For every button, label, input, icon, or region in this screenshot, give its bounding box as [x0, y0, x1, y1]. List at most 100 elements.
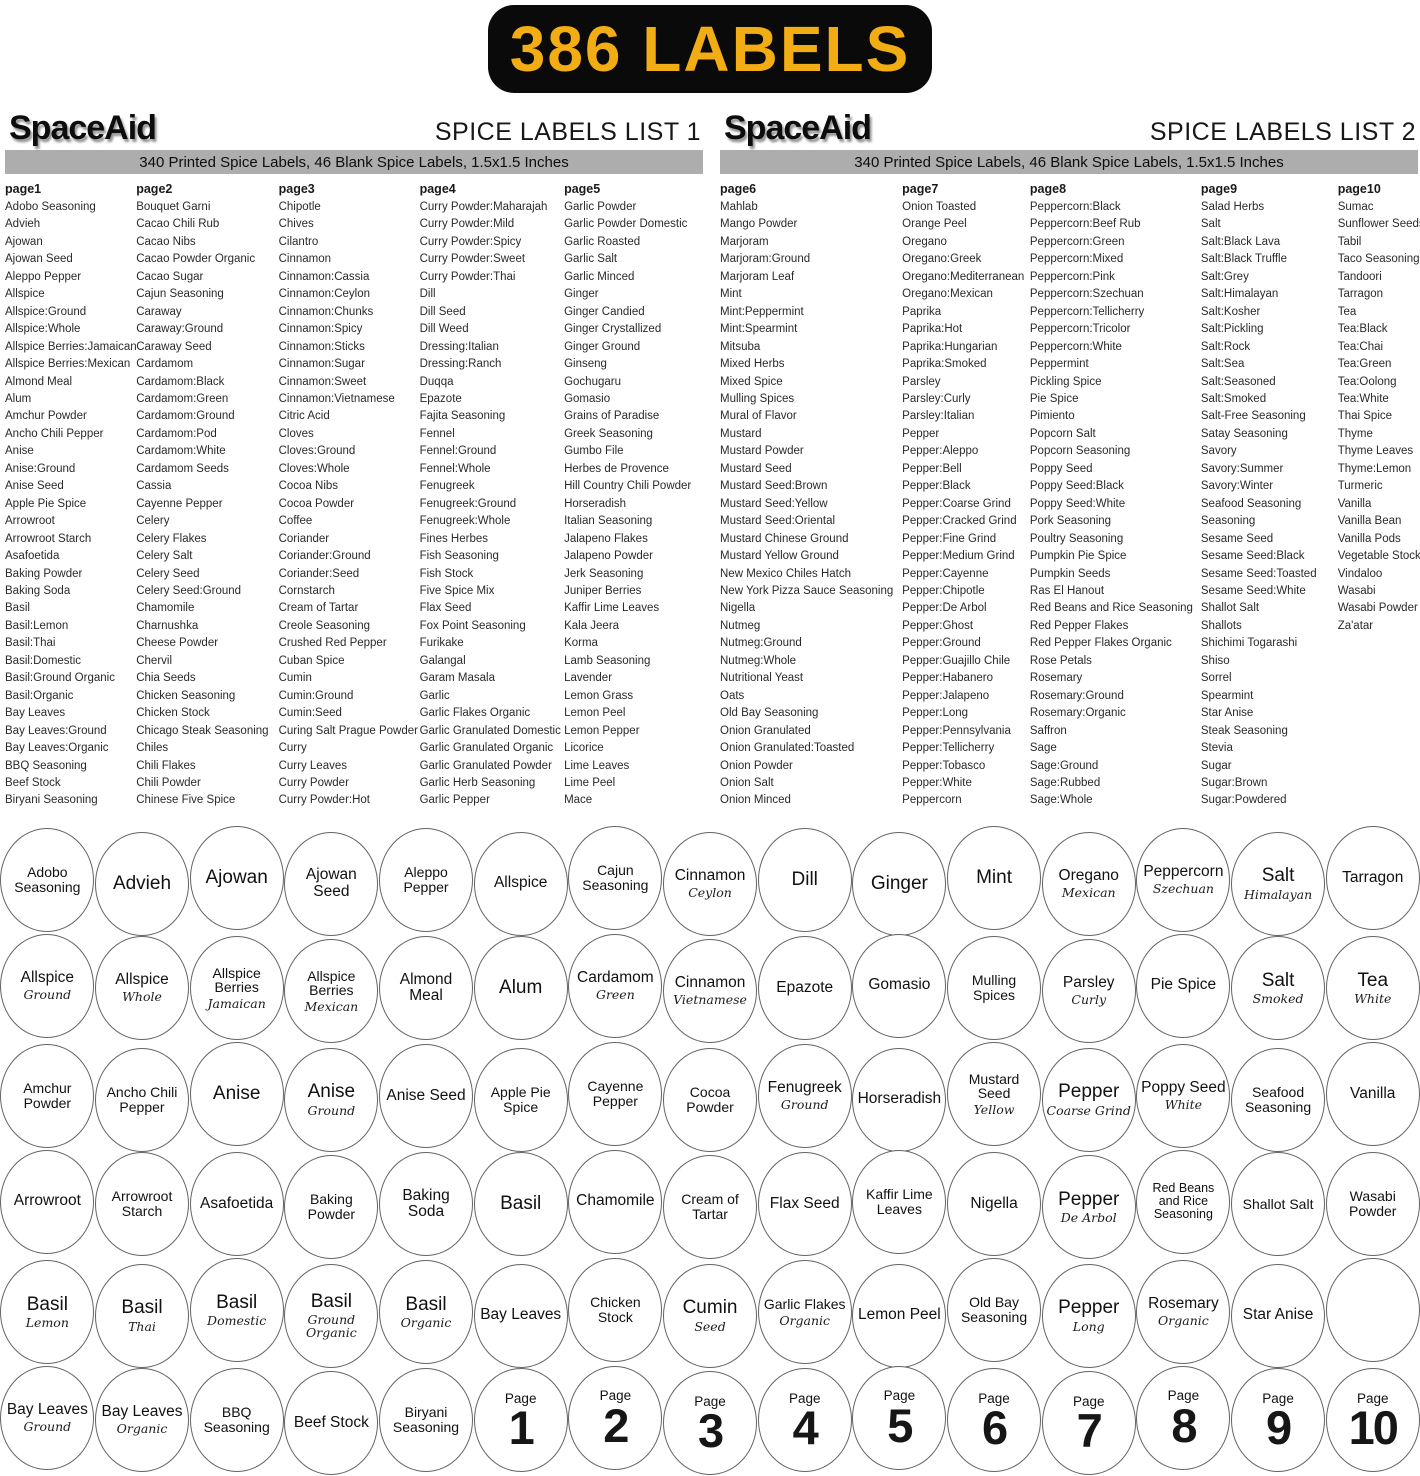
spice-label-name: Parsley — [1062, 974, 1115, 992]
spice-label: Basil Ground Organic — [284, 1263, 379, 1368]
spice-item: Peppercorn:Pink — [1029, 270, 1115, 283]
spice-item: Coriander:Ground — [278, 550, 371, 563]
spice-label-name: Garlic Flakes — [763, 1296, 846, 1313]
spice-label-name: Amchur Powder — [23, 1080, 72, 1111]
sticker-cell: Cayenne Pepper — [568, 1042, 663, 1150]
spice-item: Allspice Berries:Jamaican — [5, 340, 137, 353]
spice-item: Lime Leaves — [564, 759, 630, 772]
spice-label-name: Bay Leaves — [101, 1403, 183, 1421]
spice-label: Oregano Mexican — [1041, 831, 1136, 936]
spice-item: Fenugreek:Whole — [419, 515, 511, 528]
spice-item: Galangal — [419, 654, 466, 667]
spice-label-name: Almond Meal — [399, 970, 453, 1004]
spice-item: Ras El Hanout — [1029, 584, 1105, 597]
spice-item: Cacao Sugar — [136, 270, 204, 283]
spice-label-name: Basil — [500, 1193, 542, 1215]
spice-label: Bay Leaves Ground — [0, 1365, 95, 1470]
spice-item: Cardamom:Black — [136, 375, 225, 388]
spice-label: Wasabi Powder — [1325, 1152, 1420, 1256]
spice-item: Peppercorn:Green — [1029, 235, 1125, 248]
spice-item: Tea:Oolong — [1337, 375, 1397, 388]
sticker-row: Amchur Powder Ancho Chili Pepper Anise Anis… — [0, 1042, 1420, 1152]
spice-label-qualifier: Szechuan — [1152, 881, 1214, 897]
sticker-cell: Lemon Peel — [852, 1258, 947, 1368]
spice-label-qualifier: Mexican — [1061, 884, 1116, 900]
page-word: Page — [978, 1390, 1010, 1406]
sticker-cell: Kaffir Lime Leaves — [852, 1149, 947, 1258]
spice-label-name: Nigella — [970, 1194, 1018, 1212]
spice-label-name: Oregano — [1058, 866, 1119, 884]
sticker-cell: Adobo Seasoning — [0, 826, 95, 934]
spice-item: Kala Jeera — [564, 619, 620, 632]
spice-item: Savory:Winter — [1200, 480, 1274, 493]
spice-item: Rosemary:Organic — [1029, 707, 1126, 720]
spice-label-qualifier: Organic — [779, 1312, 831, 1328]
spice-label-name: Kaffir Lime Leaves — [866, 1185, 933, 1217]
spice-item: Chili Powder — [136, 776, 201, 789]
spice-item: Shallot Salt — [1200, 602, 1260, 615]
spice-label-name: Baking Powder — [307, 1191, 356, 1222]
sticker-cell: Flax Seed — [757, 1150, 852, 1258]
sticker-cell: BBQ Seasoning — [189, 1366, 284, 1474]
spice-label-name: Allspice Berries — [212, 964, 261, 996]
sticker-cell: Page 7 — [1041, 1366, 1136, 1475]
sticker-cell: Page 5 — [852, 1365, 947, 1474]
spice-label: Basil Domestic — [189, 1258, 284, 1362]
page-word: Page — [788, 1390, 821, 1406]
spice-item: Citric Acid — [278, 410, 330, 423]
spice-item: Allspice — [5, 288, 45, 301]
sticker-cell: Pepper De Arbol — [1041, 1150, 1136, 1259]
list-1-header: SpaceAid SPICE LABELS LIST 1 — [5, 106, 703, 150]
spice-column-page2: page2 Bouquet Garni Cacao Chili Rub Cacao N… — [136, 181, 278, 810]
spice-label-name: Gomasio — [868, 976, 931, 994]
spice-list-2: SpaceAid SPICE LABELS LIST 2 340 Printed… — [720, 106, 1420, 810]
spice-label: Advieh — [95, 831, 189, 936]
spice-item: Cinnamon:Vietnamese — [278, 392, 395, 405]
spice-item: Advieh — [5, 218, 41, 231]
spice-label-name: Asafoetida — [200, 1194, 274, 1212]
spice-item: Pepper:Aleppo — [902, 445, 979, 458]
spice-label-qualifier: Thai — [128, 1318, 156, 1334]
spice-label-qualifier: Organic — [400, 1315, 452, 1331]
spice-label-qualifier: White — [1164, 1097, 1203, 1113]
spice-item: Salt:Himalayan — [1200, 288, 1279, 301]
spice-item: Cinnamon:Cassia — [278, 270, 370, 283]
spice-item: Curry Powder:Hot — [278, 794, 370, 807]
spice-item: Basil:Lemon — [5, 619, 69, 632]
sticker-cell: Allspice — [473, 826, 568, 936]
page-number: 10 — [1348, 1401, 1399, 1455]
spice-label-name: Ancho Chili Pepper — [106, 1083, 178, 1115]
spice-item: Shallots — [1200, 619, 1242, 632]
spice-item: Mahlab — [720, 201, 758, 213]
spice-label: Asafoetida — [189, 1152, 284, 1256]
list-1-columns: page1 Adobo Seasoning Advieh Ajowan Ajowan S… — [5, 174, 703, 810]
column-header-page7: page7 — [902, 182, 939, 196]
spice-item: Almond Meal — [5, 375, 73, 388]
spice-item: Pepper:Ground — [902, 637, 981, 650]
spice-item: Parsley:Italian — [902, 410, 975, 423]
spice-item: Cinnamon:Spicy — [278, 323, 363, 336]
spice-item: Cardamom:Green — [136, 392, 229, 405]
sticker-cell: Almond Meal — [379, 934, 474, 1042]
spice-column-page9: page9 Salad Herbs Salt Salt:Black Lava Salt:… — [1201, 181, 1338, 810]
page-number-label: Page 10 — [1325, 1368, 1420, 1472]
spice-label-name: Cream of Tartar — [681, 1191, 739, 1222]
spice-label-name: Vanilla — [1350, 1084, 1396, 1102]
spice-item: Cardamom:White — [136, 445, 226, 458]
spice-label-name: Mulling Spices — [971, 972, 1017, 1003]
spice-item: Peppercorn:Tellicherry — [1029, 305, 1145, 318]
column-header-page5: page5 — [564, 182, 601, 196]
spice-label: Arrowroot Starch — [95, 1152, 189, 1256]
spice-item: Licorice — [564, 742, 604, 755]
spice-item: Bay Leaves — [5, 707, 66, 720]
spice-label-qualifier: Coarse Grind — [1046, 1102, 1131, 1118]
spice-label-name: Pepper — [1058, 1297, 1120, 1319]
spice-item: Salt — [1200, 218, 1221, 231]
sticker-cell: Bay Leaves Ground — [0, 1365, 95, 1474]
spice-item: Mustard Yellow Ground — [720, 550, 839, 563]
spice-label-name: Advieh — [112, 872, 172, 894]
spice-item: Garam Masala — [419, 672, 496, 685]
page-number: 7 — [1076, 1404, 1103, 1458]
spice-label-name: Wasabi Powder — [1349, 1188, 1397, 1219]
spice-label: Pepper Coarse Grind — [1041, 1047, 1136, 1152]
